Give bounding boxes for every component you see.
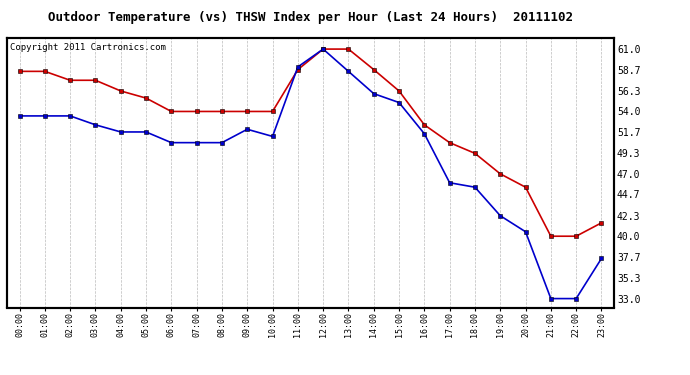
Text: Outdoor Temperature (vs) THSW Index per Hour (Last 24 Hours)  20111102: Outdoor Temperature (vs) THSW Index per … xyxy=(48,11,573,24)
Text: Copyright 2011 Cartronics.com: Copyright 2011 Cartronics.com xyxy=(10,43,166,52)
